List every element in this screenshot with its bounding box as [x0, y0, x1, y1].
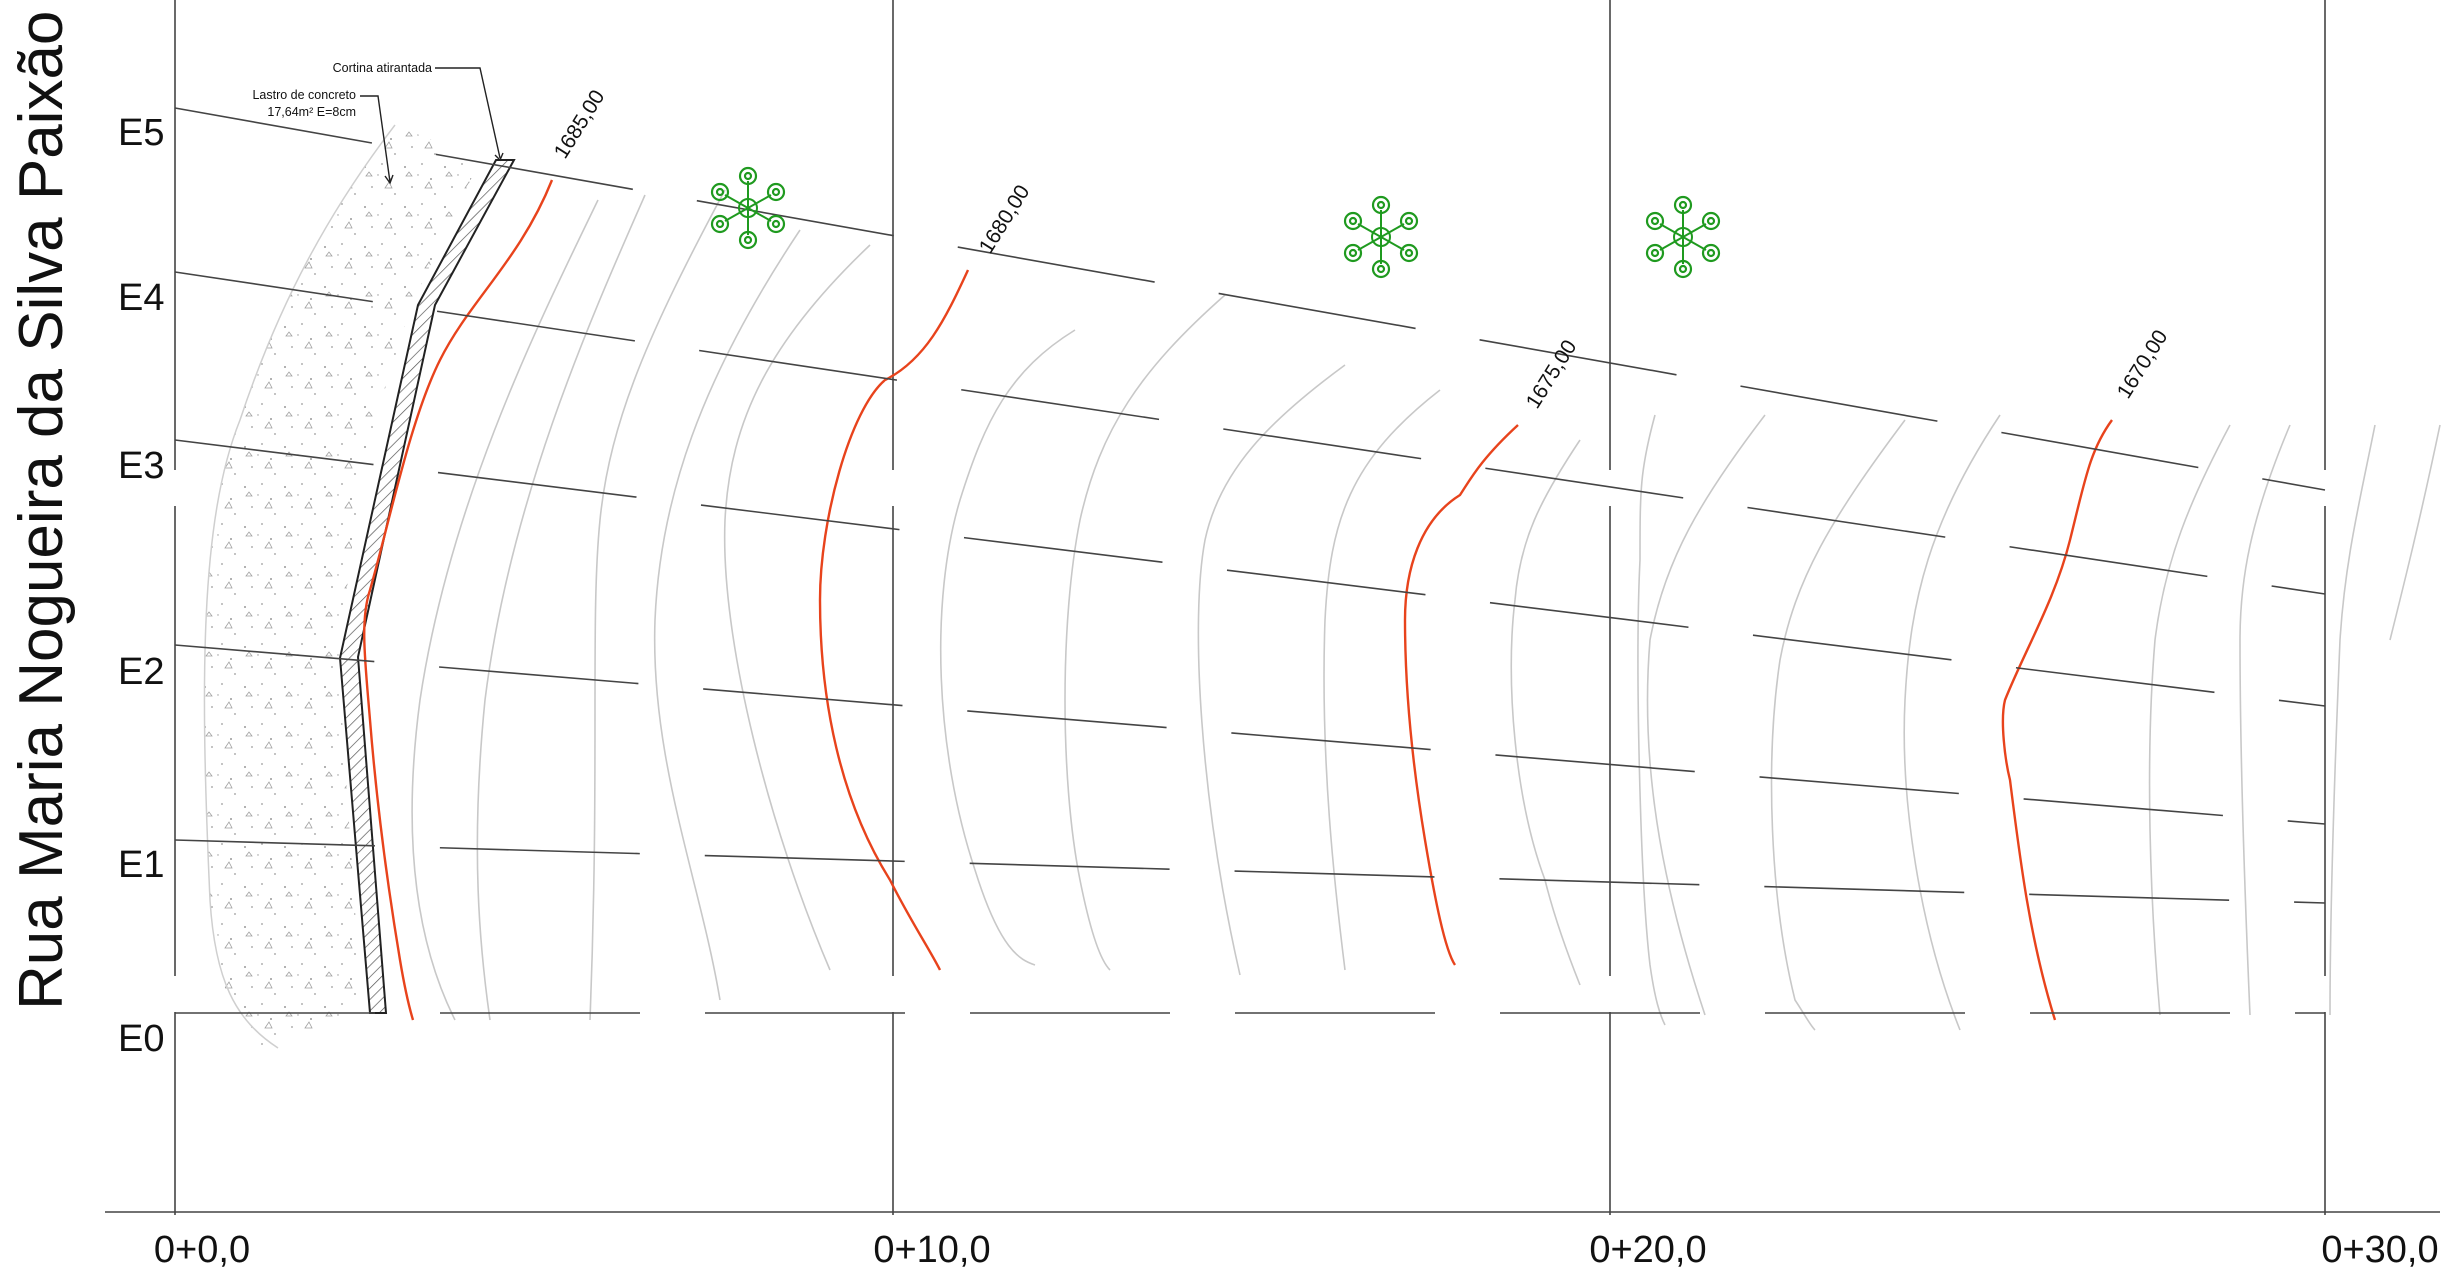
ballast-edge [203, 124, 396, 1049]
tree-symbol-icon [1645, 195, 1721, 279]
retaining-wall [338, 159, 516, 1014]
minor-contours [411, 189, 2441, 1031]
contour-1675 [1403, 424, 1519, 966]
contour-1685 [363, 179, 554, 1021]
section-line-e1 [174, 839, 2326, 904]
section-label-e4: E4 [118, 277, 164, 319]
cortina-note: Cortina atirantada [333, 61, 432, 75]
lastro-note-line2: 17,64m² E=8cm [267, 105, 356, 119]
section-label-e3: E3 [118, 445, 164, 487]
concrete-ballast-area [204, 125, 480, 1048]
section-line-e4 [174, 271, 2326, 595]
station-label-10: 0+10,0 [873, 1229, 990, 1271]
station-label-0: 0+0,0 [154, 1229, 250, 1271]
section-label-e1: E1 [118, 844, 164, 886]
station-label-20: 0+20,0 [1589, 1229, 1706, 1271]
street-name: Rua Maria Nogueira da Silva Paixão [7, 11, 76, 1010]
contour-label-1685: 1685,00 [550, 86, 610, 163]
tree-symbol-icon [1343, 195, 1419, 279]
section-line-e5 [174, 107, 2326, 491]
annotation-leaders [360, 67, 504, 185]
contour-label-1675: 1675,00 [1522, 336, 1582, 413]
station-label-30: 0+30,0 [2321, 1229, 2438, 1271]
section-line-e2 [174, 644, 2326, 825]
contour-label-1670: 1670,00 [2113, 326, 2173, 403]
section-line-e3 [174, 439, 2326, 707]
section-label-e0: E0 [118, 1018, 164, 1060]
section-lines [174, 107, 2326, 1014]
contour-1670 [2001, 419, 2113, 1021]
section-label-e2: E2 [118, 651, 164, 693]
contour-label-1680: 1680,00 [975, 181, 1035, 258]
index-contours [363, 179, 2113, 1021]
lastro-note-line1: Lastro de concreto [252, 88, 356, 102]
section-label-e5: E5 [118, 112, 164, 154]
tree-symbol-icon [710, 166, 786, 250]
contour-1680 [818, 269, 970, 971]
